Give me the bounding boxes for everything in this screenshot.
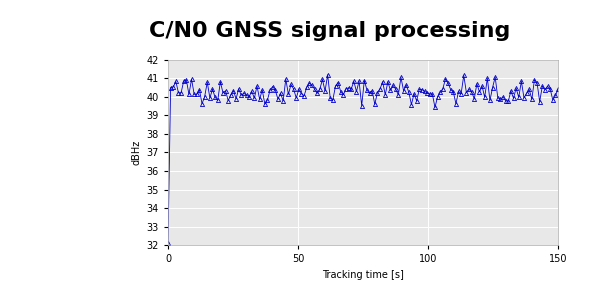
X-axis label: Tracking time [s]: Tracking time [s]: [322, 270, 404, 280]
Y-axis label: dBHz: dBHz: [131, 140, 141, 165]
Text: C/N0 GNSS signal processing: C/N0 GNSS signal processing: [149, 21, 511, 41]
